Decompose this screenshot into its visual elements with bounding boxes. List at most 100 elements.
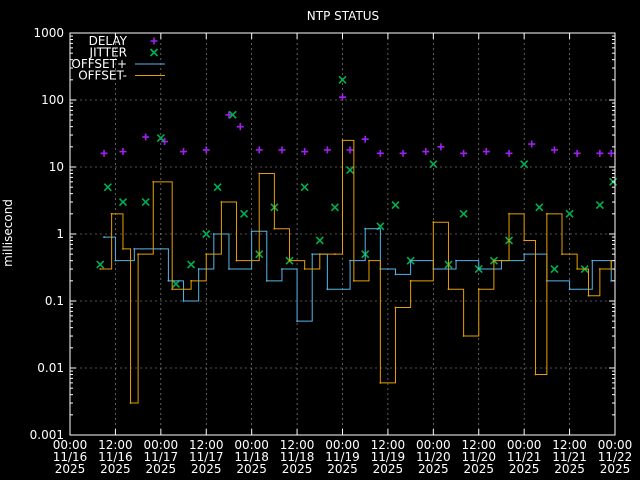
x-tick-label: 00:00 — [325, 438, 360, 452]
x-tick-label: 11/19 — [325, 450, 360, 464]
x-tick-label: 11/16 — [53, 450, 88, 464]
offset-point — [394, 273, 397, 276]
jitter-point — [595, 201, 604, 210]
delay-point — [437, 143, 445, 151]
x-tick-label: 12:00 — [280, 438, 315, 452]
x-tick-label: 11/16 — [98, 450, 133, 464]
offset-point — [545, 212, 548, 215]
jitter-point — [338, 75, 347, 84]
x-tick-label: 00:00 — [416, 438, 451, 452]
jitter-point — [520, 160, 529, 169]
offset-point — [311, 253, 314, 256]
offset-point — [379, 381, 382, 384]
offset-point — [235, 259, 238, 262]
delay-point — [119, 148, 127, 156]
x-tick-label: 2025 — [236, 462, 267, 476]
legend-label: OFFSET- — [78, 69, 127, 83]
x-tick-label: 12:00 — [371, 438, 406, 452]
delay-point — [399, 149, 407, 157]
offset-point — [205, 253, 208, 256]
offset-point — [492, 259, 495, 262]
y-tick-label: 10 — [49, 160, 64, 174]
delay-point — [573, 149, 581, 157]
x-tick-label: 11/22 — [598, 450, 633, 464]
x-tick-label: 2025 — [282, 462, 313, 476]
x-tick-label: 00:00 — [234, 438, 269, 452]
delay-point — [255, 146, 263, 154]
y-tick-label: 1000 — [33, 26, 64, 40]
offset-point — [561, 253, 563, 256]
offset-point — [288, 259, 291, 262]
x-tick-label: 2025 — [463, 462, 494, 476]
y-tick-label: 0.1 — [45, 294, 64, 308]
delay-point — [482, 148, 490, 156]
delay-point — [225, 111, 233, 119]
offset-point — [273, 227, 276, 230]
jitter-point — [240, 209, 249, 218]
jitter-point — [187, 260, 196, 269]
offset-point — [303, 268, 306, 270]
offset-point — [250, 230, 253, 233]
offset-point — [349, 259, 351, 262]
x-tick-label: 11/19 — [371, 450, 406, 464]
y-tick-label: 100 — [41, 93, 64, 107]
x-tick-label: 11/21 — [507, 450, 542, 464]
jitter-point — [213, 183, 222, 192]
offset-point — [598, 268, 601, 270]
offset-point — [576, 268, 579, 270]
jitter-point — [429, 160, 438, 169]
offset-point — [352, 279, 355, 282]
offset-point — [326, 288, 329, 291]
offset-point — [167, 279, 170, 282]
x-tick-label: 11/17 — [144, 450, 179, 464]
offset-point — [281, 268, 283, 270]
jitter-point — [391, 201, 400, 210]
offset-point — [610, 279, 613, 282]
legend-label: OFFSET+ — [71, 57, 127, 71]
offset-point — [152, 180, 155, 183]
jitter-point — [346, 166, 355, 175]
offset-point — [190, 279, 193, 282]
jitter-point — [171, 279, 181, 288]
jitter-point — [300, 183, 309, 192]
jitter-point — [141, 197, 150, 207]
jitter-point — [202, 229, 211, 239]
offset-point — [114, 259, 117, 262]
y-axis-label: millisecond — [1, 199, 15, 267]
delay-point — [161, 138, 169, 146]
jitter-point — [535, 203, 544, 212]
x-tick-label: 00:00 — [507, 438, 542, 452]
axes: 0.0010.010.1110100100000:0011/16202512:0… — [30, 26, 633, 476]
offset-point — [534, 373, 537, 376]
delay-point — [528, 140, 536, 148]
jitter-point — [459, 209, 468, 218]
delay-point — [236, 123, 244, 131]
legend-label: JITTER — [89, 46, 127, 60]
offset-point — [212, 233, 215, 235]
jitter-point — [96, 260, 105, 269]
delay-point — [361, 135, 369, 143]
offset-point — [341, 139, 344, 142]
x-tick-label: 11/20 — [461, 450, 496, 464]
offset-point — [587, 294, 590, 297]
x-tick-label: 00:00 — [53, 438, 88, 452]
offset-point — [197, 268, 200, 270]
offset-point — [432, 221, 435, 224]
offset-point — [99, 268, 102, 270]
offset-point — [523, 253, 526, 256]
x-tick-label: 2025 — [600, 462, 631, 476]
x-tick-label: 2025 — [373, 462, 404, 476]
offset-point — [477, 268, 480, 270]
delay-point — [460, 149, 468, 157]
delay-point — [100, 149, 108, 157]
jitter-point — [118, 197, 128, 207]
offset-series-line — [104, 228, 612, 322]
jitter-point — [103, 183, 112, 192]
offset-point — [568, 288, 571, 291]
x-tick-label: 11/18 — [234, 450, 269, 464]
delay-point — [346, 146, 354, 154]
plot-area — [96, 75, 618, 404]
offset-point — [462, 335, 465, 337]
x-tick-label: 12:00 — [189, 438, 224, 452]
x-tick-label: 2025 — [100, 462, 131, 476]
